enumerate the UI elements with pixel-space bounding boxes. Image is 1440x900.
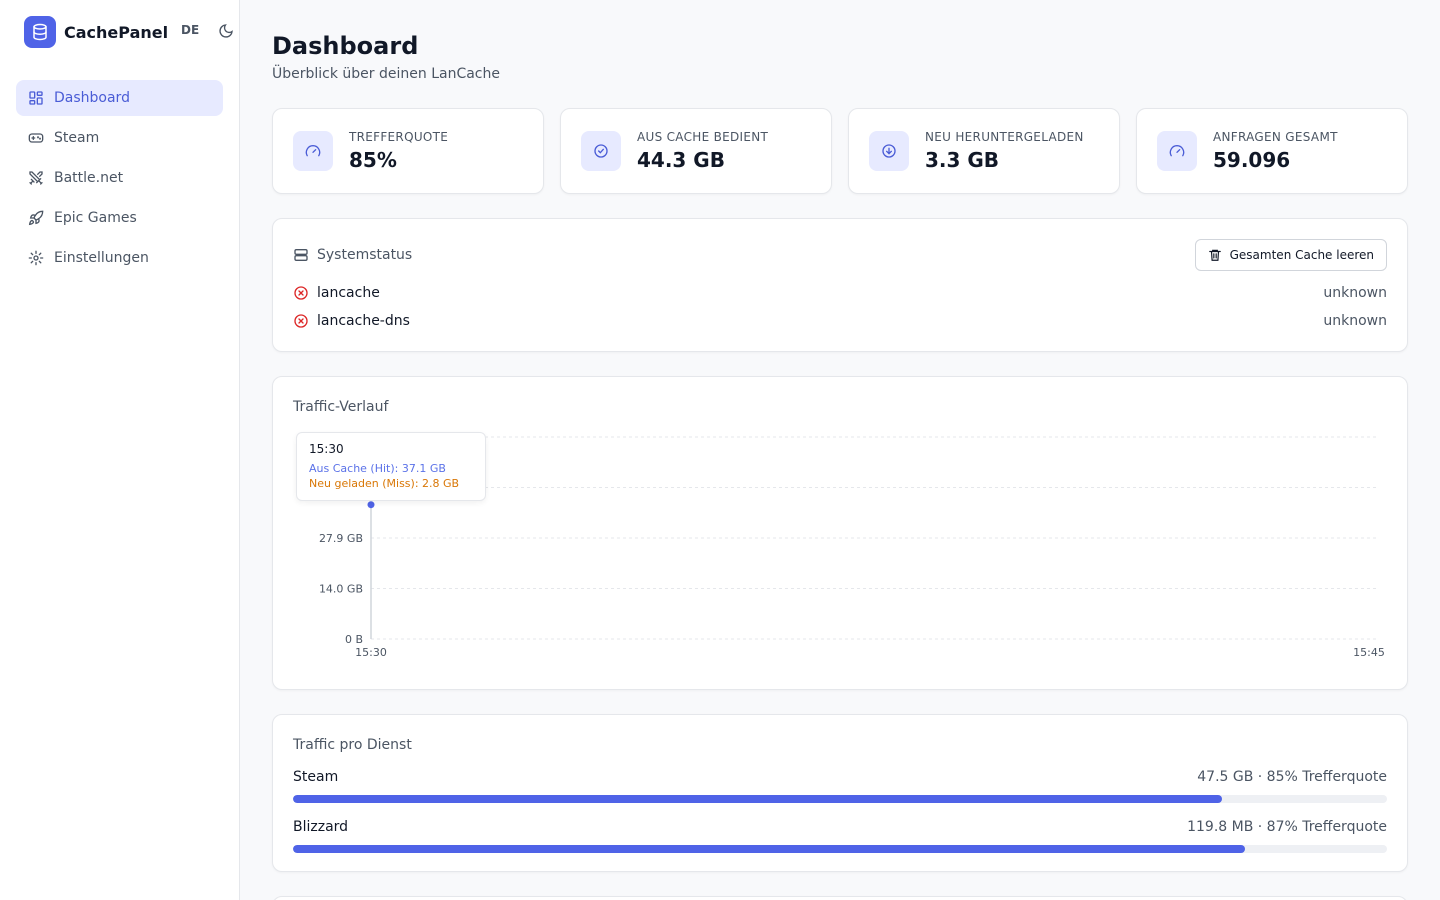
x-tick-label: 15:45 [1353,646,1385,659]
service-detail: 47.5 GB · 85% Trefferquote [1197,769,1387,785]
service-traffic-row: Blizzard 119.8 MB · 87% Trefferquote [293,817,1387,853]
check-circle-icon [581,131,621,171]
tooltip-hit: Aus Cache (Hit): 37.1 GB [309,462,446,475]
progress-fill [293,795,1222,803]
x-tick-label: 15:30 [355,646,387,659]
x-circle-icon [294,314,308,328]
stat-value: 3.3 GB [925,148,1000,172]
service-name: lancache [317,285,380,301]
dashboard-icon [29,91,43,105]
sidebar-item-dashboard[interactable]: Dashboard [16,80,223,116]
sidebar-item-epic-games[interactable]: Epic Games [16,200,223,236]
gear-icon [28,250,44,266]
gauge-icon [293,131,333,171]
y-tick-label: 0 B [345,633,363,646]
traffic-chart-card: Traffic-Verlauf 0 B 14.0 GB 27.9 GB 15:30 15… [272,376,1408,690]
sidebar-item-label: Epic Games [54,210,137,226]
y-tick-label: 27.9 GB [319,532,363,545]
y-tick-label: 14.0 GB [319,583,363,596]
stat-label: ANFRAGEN GESAMT [1213,130,1338,144]
stat-card-hit-rate: TREFFERQUOTE 85% [272,108,544,194]
sidebar-item-label: Steam [54,130,100,146]
sidebar-item-label: Einstellungen [54,250,149,266]
clear-cache-label: Gesamten Cache leeren [1229,248,1374,262]
gamepad-icon [28,133,44,143]
sidebar: CachePanel DE Dashboard Steam Battle.net… [0,0,240,900]
stat-card-newly-downloaded: NEU HERUNTERGELADEN 3.3 GB [848,108,1120,194]
progress-fill [293,845,1245,853]
rocket-icon [28,210,44,226]
stat-value: 44.3 GB [637,148,725,172]
chart-tooltip: 15:30 Aus Cache (Hit): 37.1 GB Neu gelad… [296,432,486,501]
sidebar-item-label: Dashboard [54,90,130,106]
tooltip-miss: Neu geladen (Miss): 2.8 GB [309,477,460,490]
download-circle-icon [869,131,909,171]
theme-toggle-button[interactable] [217,23,235,41]
swords-icon [29,171,43,185]
gauge-icon [1157,131,1197,171]
service-status-row: lancache unknown [293,283,1387,303]
stat-value: 85% [349,148,397,172]
brand-name: CachePanel [64,22,169,42]
service-status-row: lancache-dns unknown [293,311,1387,331]
service-state: unknown [1323,285,1387,301]
server-icon [294,249,308,261]
x-circle-icon [294,286,308,300]
moon-icon [219,24,233,38]
service-name: Steam [293,769,339,785]
brand: CachePanel [24,16,168,48]
stat-card-served-from-cache: AUS CACHE BEDIENT 44.3 GB [560,108,832,194]
service-detail: 119.8 MB · 87% Trefferquote [1187,819,1387,835]
trash-icon [1208,249,1221,261]
service-state: unknown [1323,313,1387,329]
stat-value: 59.096 [1213,148,1291,172]
clear-cache-button[interactable]: Gesamten Cache leeren [1194,239,1387,271]
page-subtitle: Überblick über deinen LanCache [272,66,500,82]
progress-track [293,845,1387,853]
stat-card-total-requests: ANFRAGEN GESAMT 59.096 [1136,108,1408,194]
sidebar-nav: Dashboard Steam Battle.net Epic Games Ei… [16,80,223,280]
service-traffic-card: Traffic pro Dienst Steam 47.5 GB · 85% T… [272,714,1408,872]
service-name: Blizzard [293,819,349,835]
hit-data-point [367,501,375,509]
traffic-chart[interactable]: 0 B 14.0 GB 27.9 GB 15:30 15:45 [273,377,1409,691]
stat-label: TREFFERQUOTE [349,130,449,144]
sidebar-item-battlenet[interactable]: Battle.net [16,160,223,196]
sidebar-item-steam[interactable]: Steam [16,120,223,156]
database-icon [24,16,56,48]
service-traffic-row: Steam 47.5 GB · 85% Trefferquote [293,767,1387,803]
sidebar-item-label: Battle.net [54,170,124,186]
section-title: Systemstatus [317,247,413,263]
progress-track [293,795,1387,803]
next-card [272,896,1408,900]
stat-label: AUS CACHE BEDIENT [637,130,769,144]
section-title: Traffic pro Dienst [293,737,412,753]
language-toggle-button[interactable]: DE [181,23,200,37]
tooltip-time: 15:30 [309,442,344,456]
stat-label: NEU HERUNTERGELADEN [925,130,1084,144]
system-status-card: Systemstatus Gesamten Cache leeren lanca… [272,218,1408,352]
service-name: lancache-dns [317,313,410,329]
chart-title: Traffic-Verlauf [293,399,389,415]
page-title: Dashboard [272,32,419,60]
sidebar-item-settings[interactable]: Einstellungen [16,240,223,276]
